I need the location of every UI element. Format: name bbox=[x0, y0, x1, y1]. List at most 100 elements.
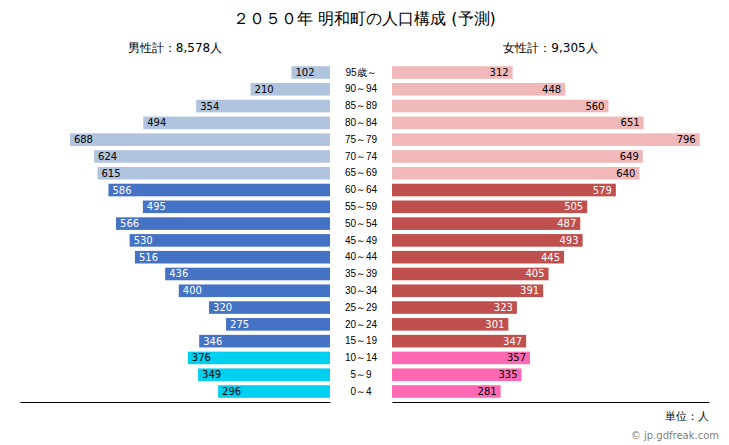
data-labels: 2963493763462753204004365165305664955866… bbox=[74, 67, 315, 397]
unit-label: 単位：人 bbox=[665, 410, 709, 423]
bar bbox=[196, 100, 330, 113]
bar bbox=[135, 251, 330, 264]
tick: 85～89 bbox=[345, 100, 378, 111]
data-label: 796 bbox=[677, 134, 696, 145]
axis-line bbox=[393, 402, 710, 403]
data-label: 376 bbox=[192, 352, 211, 363]
x-axis bbox=[393, 402, 710, 403]
data-label: 586 bbox=[112, 185, 131, 196]
bar bbox=[392, 100, 608, 113]
data-label: 281 bbox=[478, 386, 497, 397]
title: ２０５０年 明和町の人口構成 (予測) bbox=[233, 9, 496, 28]
data-label: 391 bbox=[520, 285, 539, 296]
tick: 65～69 bbox=[345, 167, 378, 178]
bar bbox=[392, 133, 700, 146]
data-label: 436 bbox=[169, 268, 188, 279]
tick-label: 5～9 bbox=[350, 369, 372, 380]
tick: 15～19 bbox=[345, 335, 378, 346]
bar bbox=[130, 234, 330, 247]
data-label: 346 bbox=[203, 336, 222, 347]
bar bbox=[143, 117, 330, 130]
tick-label: 10～14 bbox=[345, 352, 378, 363]
bar bbox=[179, 284, 330, 297]
data-label: 210 bbox=[255, 84, 274, 95]
bar bbox=[392, 301, 517, 314]
tick: 5～9 bbox=[350, 369, 372, 380]
bar bbox=[218, 385, 330, 398]
data-label: 688 bbox=[74, 134, 93, 145]
data-label: 354 bbox=[200, 101, 219, 112]
bar bbox=[98, 167, 331, 180]
data-label: 505 bbox=[564, 201, 583, 212]
data-label: 405 bbox=[525, 268, 544, 279]
tick: 60～64 bbox=[345, 184, 378, 195]
bar bbox=[392, 335, 526, 348]
data-label: 494 bbox=[147, 117, 166, 128]
bar bbox=[165, 268, 330, 281]
bars bbox=[392, 66, 700, 398]
data-label: 640 bbox=[616, 168, 635, 179]
bar bbox=[392, 368, 522, 381]
tick: 50～54 bbox=[345, 218, 378, 229]
data-labels: 2813353573473013233914054454934875055796… bbox=[478, 67, 696, 397]
tick-label: 85～89 bbox=[345, 100, 378, 111]
bar bbox=[392, 217, 580, 230]
data-label: 495 bbox=[147, 201, 166, 212]
tick-label: 35～39 bbox=[345, 268, 378, 279]
tick-label: 25～29 bbox=[345, 302, 378, 313]
tick-label: 60～64 bbox=[345, 184, 378, 195]
tick: 75～79 bbox=[345, 134, 378, 145]
tick-label: 70～74 bbox=[345, 151, 378, 162]
bar bbox=[226, 318, 330, 331]
x-axis bbox=[21, 402, 331, 403]
tick: 25～29 bbox=[345, 302, 378, 313]
tick: 80～84 bbox=[345, 117, 378, 128]
bar bbox=[392, 201, 587, 214]
tick-label: 95歳～ bbox=[345, 67, 376, 78]
tick: 35～39 bbox=[345, 268, 378, 279]
data-label: 301 bbox=[485, 319, 504, 330]
tick-label: 65～69 bbox=[345, 167, 378, 178]
tick-label: 45～49 bbox=[345, 235, 378, 246]
axis-line bbox=[21, 402, 331, 403]
tick-label: 90～94 bbox=[345, 83, 378, 94]
data-label: 320 bbox=[213, 302, 232, 313]
y-axis: 0～45～910～1415～1920～2425～2930～3435～3940～4… bbox=[345, 67, 378, 397]
data-label: 312 bbox=[490, 67, 509, 78]
data-label: 357 bbox=[507, 352, 526, 363]
data-label: 323 bbox=[494, 302, 513, 313]
data-label: 448 bbox=[542, 84, 561, 95]
bar bbox=[392, 234, 583, 247]
tick: 90～94 bbox=[345, 83, 378, 94]
bar bbox=[392, 318, 508, 331]
bar bbox=[392, 117, 644, 130]
bar bbox=[251, 83, 330, 96]
bar bbox=[143, 201, 330, 214]
data-label: 615 bbox=[102, 168, 121, 179]
bars bbox=[70, 66, 330, 398]
tick: 40～44 bbox=[345, 251, 378, 262]
bar bbox=[392, 66, 513, 79]
tick-label: 40～44 bbox=[345, 251, 378, 262]
data-label: 349 bbox=[202, 369, 221, 380]
tick-label: 15～19 bbox=[345, 335, 378, 346]
data-label: 649 bbox=[620, 151, 639, 162]
data-label: 516 bbox=[139, 252, 158, 263]
bar bbox=[198, 368, 330, 381]
chart-container: ２０５０年 明和町の人口構成 (予測)男性計：8,578人29634937634… bbox=[0, 0, 729, 445]
tick: 10～14 bbox=[345, 352, 378, 363]
data-label: 347 bbox=[503, 336, 522, 347]
bar bbox=[392, 284, 543, 297]
data-label: 102 bbox=[295, 67, 314, 78]
bar bbox=[392, 251, 564, 264]
tick: 20～24 bbox=[345, 319, 378, 330]
tick: 45～49 bbox=[345, 235, 378, 246]
bar bbox=[392, 385, 501, 398]
bar bbox=[392, 83, 565, 96]
series-total: 女性計：9,305人 bbox=[503, 41, 597, 55]
bar bbox=[116, 217, 330, 230]
bar bbox=[108, 184, 330, 197]
bar bbox=[392, 150, 643, 163]
data-label: 493 bbox=[559, 235, 578, 246]
tick-label: 50～54 bbox=[345, 218, 378, 229]
